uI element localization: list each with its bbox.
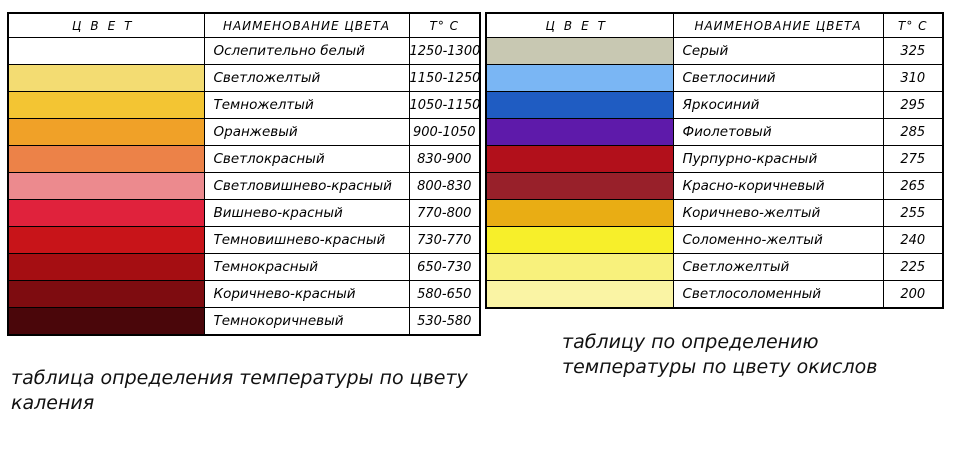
color-swatch: [485, 118, 674, 146]
temperature-value: 240: [882, 226, 944, 254]
heat-table-caption: таблица определения температуры по цвету…: [11, 367, 468, 414]
header-color-name: НАИМЕНОВАНИЕ ЦВЕТА: [203, 12, 410, 38]
color-name: Светловишнево-красный: [203, 172, 410, 200]
color-swatch: [7, 307, 205, 336]
color-name: Темнокоричневый: [203, 307, 410, 336]
color-name: Ослепительно белый: [203, 37, 410, 65]
table-row: Светлосоломенный 200: [485, 280, 944, 309]
table-row: Темнокоричневый 530-580: [7, 307, 481, 336]
color-swatch: [485, 253, 674, 281]
color-swatch: [7, 280, 205, 308]
color-name: Темножелтый: [203, 91, 410, 119]
temperature-value: 255: [882, 199, 944, 227]
color-swatch: [485, 226, 674, 254]
table-row: Яркосиний 295: [485, 91, 944, 119]
color-name: Светлосиний: [672, 64, 884, 92]
color-name: Коричнево-красный: [203, 280, 410, 308]
color-swatch: [7, 64, 205, 92]
header-color: ЦВЕТ: [7, 12, 205, 38]
temperature-value: 900-1050: [408, 118, 481, 146]
color-swatch: [7, 172, 205, 200]
color-swatch: [7, 226, 205, 254]
color-name: Пурпурно-красный: [672, 145, 884, 173]
header-temperature: t° C: [882, 12, 944, 38]
color-swatch: [7, 145, 205, 173]
temperature-value: 1150-1250: [408, 64, 481, 92]
color-swatch: [7, 91, 205, 119]
temperature-value: 285: [882, 118, 944, 146]
color-swatch: [7, 37, 205, 65]
color-name: Фиолетовый: [672, 118, 884, 146]
temperature-value: 310: [882, 64, 944, 92]
table-row: Ослепительно белый 1250-1300: [7, 37, 481, 65]
temperature-value: 650-730: [408, 253, 481, 281]
color-name: Коричнево-желтый: [672, 199, 884, 227]
color-swatch: [7, 253, 205, 281]
table-row: Темнокрасный 650-730: [7, 253, 481, 281]
temperature-value: 200: [882, 280, 944, 309]
color-name: Серый: [672, 37, 884, 65]
color-name: Оранжевый: [203, 118, 410, 146]
temperature-value: 770-800: [408, 199, 481, 227]
heat-color-table: ЦВЕТ НАИМЕНОВАНИЕ ЦВЕТА t° C Ослепительн…: [7, 12, 481, 336]
color-name: Темнокрасный: [203, 253, 410, 281]
temperature-value: 830-900: [408, 145, 481, 173]
temperature-value: 275: [882, 145, 944, 173]
color-name: Красно-коричневый: [672, 172, 884, 200]
header-temperature: t° C: [408, 12, 481, 38]
oxide-table-caption: таблицу по определению температуры по цв…: [562, 331, 878, 378]
table-row: Светложелтый 225: [485, 253, 944, 281]
table-row: Соломенно-желтый 240: [485, 226, 944, 254]
color-name: Светлосоломенный: [672, 280, 884, 309]
color-name: Светложелтый: [203, 64, 410, 92]
oxide-table-body: Серый 325 Светлосиний 310 Яркосиний 295 Фиолет…: [485, 37, 944, 309]
temperature-value: 730-770: [408, 226, 481, 254]
color-name: Соломенно-желтый: [672, 226, 884, 254]
heat-table-header-row: ЦВЕТ НАИМЕНОВАНИЕ ЦВЕТА t° C: [7, 12, 481, 38]
temperature-value: 325: [882, 37, 944, 65]
temperature-value: 530-580: [408, 307, 481, 336]
table-row: Пурпурно-красный 275: [485, 145, 944, 173]
color-name: Темновишнево-красный: [203, 226, 410, 254]
table-row: Темножелтый 1050-1150: [7, 91, 481, 119]
temperature-value: 1050-1150: [408, 91, 481, 119]
color-swatch: [485, 145, 674, 173]
table-row: Коричнево-желтый 255: [485, 199, 944, 227]
color-swatch: [7, 118, 205, 146]
color-name: Яркосиний: [672, 91, 884, 119]
table-row: Светложелтый 1150-1250: [7, 64, 481, 92]
temperature-value: 1250-1300: [408, 37, 481, 65]
header-color: ЦВЕТ: [485, 12, 674, 38]
color-swatch: [7, 199, 205, 227]
color-swatch: [485, 280, 674, 309]
color-swatch: [485, 172, 674, 200]
temperature-value: 800-830: [408, 172, 481, 200]
table-row: Темновишнево-красный 730-770: [7, 226, 481, 254]
color-name: Светложелтый: [672, 253, 884, 281]
table-row: Светловишнево-красный 800-830: [7, 172, 481, 200]
temperature-value: 580-650: [408, 280, 481, 308]
heat-table-body: Ослепительно белый 1250-1300 Светложелтый 1…: [7, 37, 481, 336]
table-row: Фиолетовый 285: [485, 118, 944, 146]
table-row: Светлокрасный 830-900: [7, 145, 481, 173]
table-row: Оранжевый 900-1050: [7, 118, 481, 146]
table-row: Вишнево-красный 770-800: [7, 199, 481, 227]
table-row: Красно-коричневый 265: [485, 172, 944, 200]
oxide-color-table: ЦВЕТ НАИМЕНОВАНИЕ ЦВЕТА t° C Серый 325 Све…: [485, 12, 944, 309]
temperature-value: 265: [882, 172, 944, 200]
header-color-name: НАИМЕНОВАНИЕ ЦВЕТА: [672, 12, 884, 38]
color-swatch: [485, 91, 674, 119]
table-row: Коричнево-красный 580-650: [7, 280, 481, 308]
temperature-value: 225: [882, 253, 944, 281]
oxide-table-header-row: ЦВЕТ НАИМЕНОВАНИЕ ЦВЕТА t° C: [485, 12, 944, 38]
color-swatch: [485, 199, 674, 227]
color-swatch: [485, 64, 674, 92]
table-row: Серый 325: [485, 37, 944, 65]
table-row: Светлосиний 310: [485, 64, 944, 92]
temperature-value: 295: [882, 91, 944, 119]
color-name: Светлокрасный: [203, 145, 410, 173]
color-swatch: [485, 37, 674, 65]
color-name: Вишнево-красный: [203, 199, 410, 227]
